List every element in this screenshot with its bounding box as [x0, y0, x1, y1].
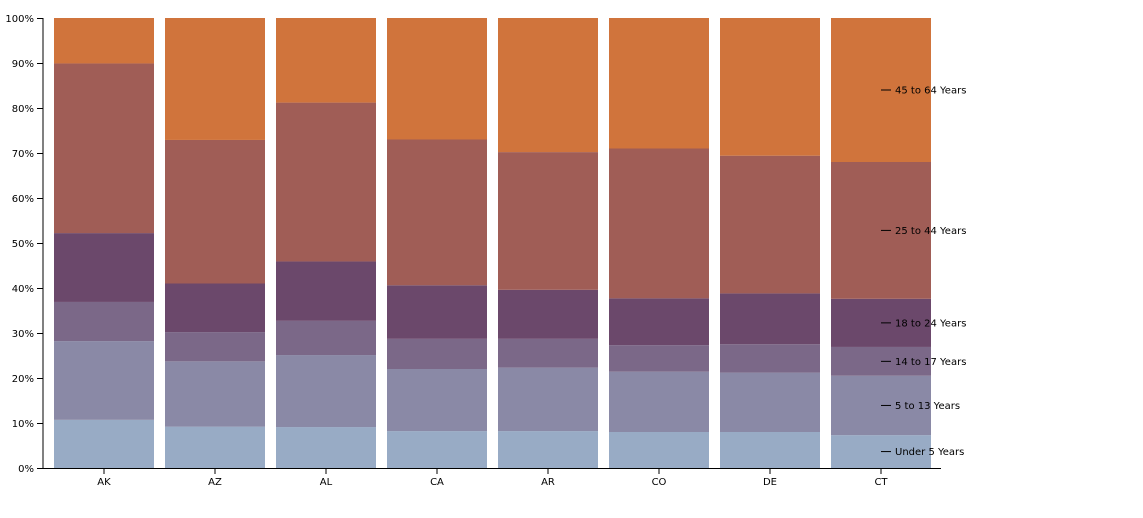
bar-segment	[720, 432, 820, 468]
bar-segment	[609, 432, 709, 468]
legend-label: Under 5 Years	[895, 447, 964, 458]
bar-segment	[165, 361, 265, 427]
y-tick-label: 50%	[12, 239, 34, 250]
bar-segment	[720, 155, 820, 294]
bar-segment	[387, 285, 487, 339]
bar-segment	[387, 18, 487, 140]
bar-segment	[498, 152, 598, 290]
bar-segment	[165, 426, 265, 468]
bar-segment	[609, 18, 709, 149]
y-tick-label: 90%	[12, 59, 34, 70]
bar-stack	[165, 18, 265, 468]
bar-segment	[165, 283, 265, 333]
bar-segment	[498, 338, 598, 368]
y-tick-label: 80%	[12, 104, 34, 115]
bar-stack	[276, 18, 376, 468]
legend-label: 14 to 17 Years	[895, 357, 966, 368]
x-tick-label: CA	[430, 477, 444, 488]
y-tick-label: 10%	[12, 419, 34, 430]
x-tick-label: DE	[763, 477, 777, 488]
bar-segment	[54, 233, 154, 302]
bar-segment	[387, 139, 487, 286]
legend-item: 45 to 64 Years	[881, 86, 966, 97]
bar-segment	[609, 345, 709, 372]
x-tick-label: AZ	[208, 477, 222, 488]
bar-segment	[54, 301, 154, 342]
y-tick-label: 70%	[12, 149, 34, 160]
x-tick-label: AL	[320, 477, 333, 488]
bar-segment	[498, 289, 598, 339]
bar-segment	[609, 371, 709, 432]
bar-segment	[276, 261, 376, 321]
y-tick-label: 100%	[5, 14, 34, 25]
bar-stack	[720, 18, 820, 468]
bar-segment	[387, 369, 487, 432]
bar-segment	[498, 431, 598, 468]
bar-segment	[276, 18, 376, 103]
bar-segment	[720, 18, 820, 156]
bar-segment	[498, 18, 598, 153]
x-axis: AK AZ AL CA AR CO DE CT	[43, 468, 941, 488]
legend-label: 18 to 24 Years	[895, 318, 966, 329]
y-tick-label: 30%	[12, 329, 34, 340]
bar-segment	[54, 341, 154, 420]
bar-stack	[831, 18, 931, 468]
y-tick-label: 20%	[12, 374, 34, 385]
legend-label: 25 to 44 Years	[895, 226, 966, 237]
legend-label: 45 to 64 Years	[895, 86, 966, 97]
bar-segment	[720, 293, 820, 345]
bar-segment	[720, 344, 820, 373]
x-tick-label: AR	[541, 477, 555, 488]
y-axis: 0% 10% 20% 30% 40% 50% 60% 70% 80% 90% 100%	[5, 14, 44, 475]
y-tick-label: 60%	[12, 194, 34, 205]
bar-segment	[609, 298, 709, 346]
bar-stack	[387, 18, 487, 468]
bar-segment	[276, 102, 376, 262]
bars-group	[54, 18, 931, 468]
bar-segment	[165, 18, 265, 140]
bar-segment	[165, 332, 265, 362]
bar-segment	[609, 148, 709, 299]
legend-item: 18 to 24 Years	[881, 318, 966, 329]
bar-segment	[276, 427, 376, 468]
bar-segment	[276, 320, 376, 356]
legend-label: 5 to 13 Years	[895, 401, 960, 412]
bar-segment	[54, 419, 154, 468]
bar-segment	[54, 18, 154, 64]
x-tick-label: CO	[652, 477, 667, 488]
legend-item: 25 to 44 Years	[881, 226, 966, 237]
bar-segment	[165, 139, 265, 284]
legend-item: 14 to 17 Years	[881, 357, 966, 368]
bar-stack	[609, 18, 709, 468]
legend: Under 5 Years 5 to 13 Years 14 to 17 Years…	[881, 86, 966, 458]
bar-segment	[276, 355, 376, 428]
y-tick-label: 40%	[12, 284, 34, 295]
bar-stack	[498, 18, 598, 468]
bar-segment	[387, 431, 487, 468]
bar-segment	[720, 372, 820, 432]
bar-stack	[54, 18, 154, 468]
legend-item: Under 5 Years	[881, 447, 964, 458]
legend-item: 5 to 13 Years	[881, 401, 960, 412]
y-tick-label: 0%	[18, 464, 34, 475]
x-tick-label: AK	[97, 477, 111, 488]
bar-segment	[54, 63, 154, 234]
bar-segment	[498, 367, 598, 432]
x-tick-label: CT	[874, 477, 888, 488]
bar-segment	[387, 338, 487, 369]
